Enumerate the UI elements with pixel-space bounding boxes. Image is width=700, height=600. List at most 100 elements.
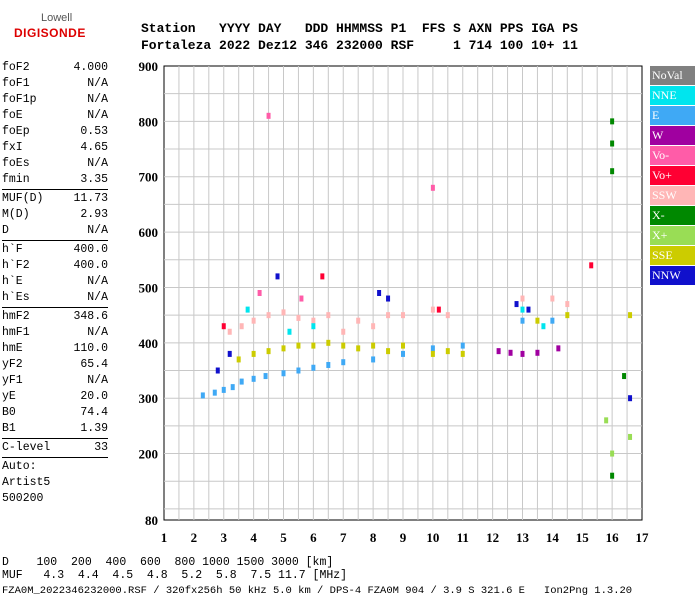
logo-lowell-text: Lowell	[41, 12, 73, 24]
param-value: 0.53	[80, 125, 108, 138]
data-point-nnw	[227, 350, 232, 357]
data-point-sse	[535, 317, 540, 324]
params-group-muf: MUF(D) 11.73 M(D) 2.93 D N/A	[2, 191, 108, 239]
auto-version: 500200	[2, 492, 44, 505]
param-row: hmF2 348.6	[2, 309, 108, 325]
legend-item: NNE	[650, 86, 695, 105]
data-point-nne	[520, 306, 525, 313]
auto-label: Auto:	[2, 460, 37, 473]
x-tick-label: 2	[191, 530, 198, 545]
param-name: foF2	[2, 61, 30, 74]
param-name: foE	[2, 109, 23, 122]
param-name: hmE	[2, 342, 23, 355]
param-row: B0 74.4	[2, 405, 108, 421]
data-point-ssw	[371, 323, 376, 330]
param-value: 11.73	[73, 192, 108, 205]
param-name: C-level	[2, 441, 51, 454]
data-point-e	[230, 384, 235, 391]
legend-item: E	[650, 106, 695, 125]
x-tick-label: 11	[457, 530, 469, 545]
legend-item: X+	[650, 226, 695, 245]
data-point-nnw	[275, 273, 280, 280]
param-value: 2.93	[80, 208, 108, 221]
x-tick-label: 14	[546, 530, 560, 545]
digisonde-logo: Lowell DIGISONDE	[6, 8, 126, 48]
param-value: 33	[94, 441, 108, 454]
data-point-ssw	[296, 314, 301, 321]
data-point-sse	[460, 350, 465, 357]
legend-item: SSW	[650, 186, 695, 205]
data-point-sse	[251, 350, 256, 357]
y-tick-label: 80	[145, 513, 158, 528]
x-tick-label: 15	[576, 530, 590, 545]
x-tick-label: 1	[161, 530, 168, 545]
auto-artist: Artist5	[2, 476, 51, 489]
data-point-x	[610, 168, 615, 175]
x-tick-label: 12	[486, 530, 499, 545]
y-tick-label: 800	[139, 114, 159, 129]
data-point-ssw	[520, 295, 525, 302]
param-name: D	[2, 224, 9, 237]
data-point-ssw	[356, 317, 361, 324]
data-point-ssw	[445, 312, 450, 319]
param-row: MUF(D) 11.73	[2, 191, 108, 207]
param-row: foE N/A	[2, 108, 108, 124]
y-tick-label: 700	[139, 170, 159, 185]
data-point-w	[520, 350, 525, 357]
data-point-nnw	[386, 295, 391, 302]
param-name: hmF1	[2, 326, 30, 339]
param-value: 110.0	[73, 342, 108, 355]
muf-distance-row: D 100 200 400 600 800 1000 1500 3000 [km…	[2, 556, 334, 569]
param-row: foEp 0.53	[2, 124, 108, 140]
data-point-nnw	[514, 301, 519, 308]
param-name: foEs	[2, 157, 30, 170]
data-point-sse	[281, 345, 286, 352]
param-name: yE	[2, 390, 16, 403]
param-name: hmF2	[2, 310, 30, 323]
data-point-e	[251, 375, 256, 382]
param-row: hmF1 N/A	[2, 325, 108, 341]
x-tick-label: 17	[636, 530, 650, 545]
y-tick-label: 500	[139, 280, 159, 295]
data-point-e	[430, 345, 435, 352]
data-point-sse	[236, 356, 241, 363]
data-point-w	[535, 349, 540, 356]
data-point-w	[508, 349, 513, 356]
data-point-e	[371, 356, 376, 363]
param-value: N/A	[87, 224, 108, 237]
x-tick-label: 4	[250, 530, 257, 545]
data-point-nne	[311, 323, 316, 330]
divider	[2, 240, 108, 241]
data-point-nnw	[526, 306, 531, 313]
param-name: foEp	[2, 125, 30, 138]
param-name: B1	[2, 422, 16, 435]
data-point-ssw	[401, 312, 405, 319]
data-point-e	[326, 361, 331, 368]
data-point-vo	[436, 306, 441, 313]
x-tick-label: 3	[221, 530, 228, 545]
param-row: yE 20.0	[2, 389, 108, 405]
data-point-sse	[445, 348, 450, 355]
logo-digisonde-text: DIGISONDE	[14, 26, 86, 40]
data-point-ssw	[430, 306, 435, 313]
param-name: MUF(D)	[2, 192, 44, 205]
param-row: B1 1.39	[2, 421, 108, 437]
divider	[2, 307, 108, 308]
param-value: 3.35	[80, 173, 108, 186]
data-point-vo	[589, 262, 594, 269]
data-point-sse	[266, 348, 271, 355]
param-value: 400.0	[73, 243, 108, 256]
legend-item: SSE	[650, 246, 695, 265]
data-point-sse	[565, 312, 570, 319]
data-point-e	[460, 342, 465, 349]
param-name: h`F	[2, 243, 23, 256]
data-point-vo	[299, 295, 304, 302]
data-point-e	[296, 367, 301, 374]
param-value: 4.65	[80, 141, 108, 154]
data-point-x	[604, 417, 609, 424]
params-group-virtual-heights: h`F 400.0 h`F2 400.0 h`E N/A h`Es N/A	[2, 242, 108, 306]
data-point-ssw	[266, 312, 271, 319]
data-point-e	[239, 378, 244, 385]
param-name: fmin	[2, 173, 30, 186]
